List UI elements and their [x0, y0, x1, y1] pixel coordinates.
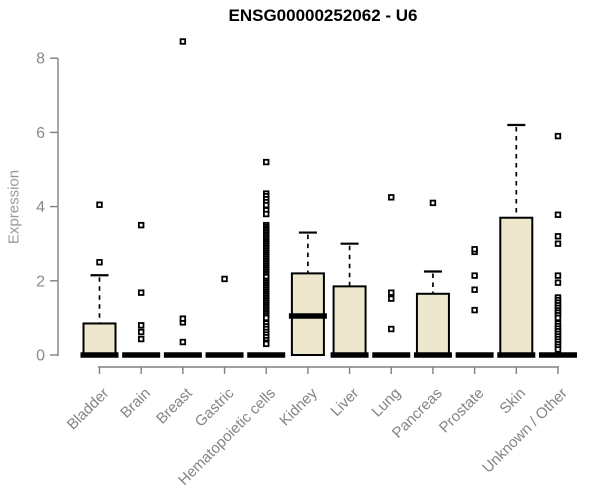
y-tick-label: 8 [36, 51, 45, 68]
outlier-point [388, 289, 395, 296]
category-label-lung: Lung [368, 385, 404, 421]
boxplot-group-kidney [288, 231, 327, 357]
y-tick-label: 2 [36, 273, 45, 290]
outlier-point [263, 201, 270, 209]
outlier-point [429, 199, 437, 207]
outlier-point [471, 246, 478, 253]
y-tick-label: 6 [36, 125, 45, 142]
category-label-skin: Skin [496, 385, 529, 418]
chart-title: ENSG00000252062 - U6 [228, 6, 418, 25]
boxplot-group-liver [330, 242, 369, 358]
outlier-point [96, 201, 103, 208]
outlier-point [388, 295, 395, 302]
boxplot-group-bladder [80, 201, 119, 358]
category-label-breast: Breast [153, 384, 196, 427]
boxplot-group-pancreas [413, 199, 452, 358]
boxplot-group-gastric [205, 275, 244, 358]
outlier-point [388, 325, 395, 333]
outlier-point [96, 259, 103, 266]
outlier-point [554, 279, 562, 286]
outlier-point [388, 194, 395, 201]
outlier-point [137, 289, 145, 296]
outlier-point [137, 322, 145, 329]
outlier-point [471, 306, 478, 314]
outlier-point [554, 272, 562, 279]
boxplot-group-prostate [455, 246, 494, 358]
boxplot-group-hematopoietic-cells [247, 158, 286, 358]
outlier-point [554, 314, 562, 322]
outlier-point [554, 233, 562, 240]
outlier-point [137, 335, 145, 343]
y-tick-label: 0 [36, 348, 45, 365]
outlier-point [263, 340, 270, 348]
outlier-point [263, 210, 270, 218]
outlier-point [137, 221, 145, 229]
outlier-point [179, 338, 187, 346]
boxplot-group-brain [122, 221, 161, 358]
boxplot-group-skin [497, 123, 536, 358]
outlier-point [137, 328, 145, 336]
outlier-point [554, 211, 562, 218]
category-label-brain: Brain [117, 385, 154, 422]
box-bladder [82, 322, 117, 356]
outlier-point [471, 272, 478, 279]
outlier-point [471, 286, 478, 293]
y-tick-label: 4 [36, 199, 45, 216]
category-label-kidney: Kidney [276, 384, 321, 429]
box-liver [332, 285, 367, 356]
outlier-point [179, 315, 187, 322]
boxplot-group-breast [163, 38, 202, 358]
box-pancreas [415, 292, 450, 357]
y-axis: 0 2 4 6 8 [36, 51, 59, 365]
outlier-point [263, 314, 270, 322]
category-label-bladder: Bladder [64, 385, 113, 434]
category-label-liver: Liver [327, 385, 362, 420]
category-label-prostate: Prostate [436, 385, 488, 437]
outlier-point [554, 240, 562, 247]
boxplot-group-unknown-other [538, 132, 577, 358]
outlier-point [179, 38, 187, 45]
outlier-point [554, 346, 562, 353]
outlier-point [221, 275, 228, 283]
outlier-point [263, 158, 270, 166]
boxplot-group-lung [372, 194, 411, 358]
box-skin [499, 216, 534, 356]
outlier-point [554, 132, 562, 140]
